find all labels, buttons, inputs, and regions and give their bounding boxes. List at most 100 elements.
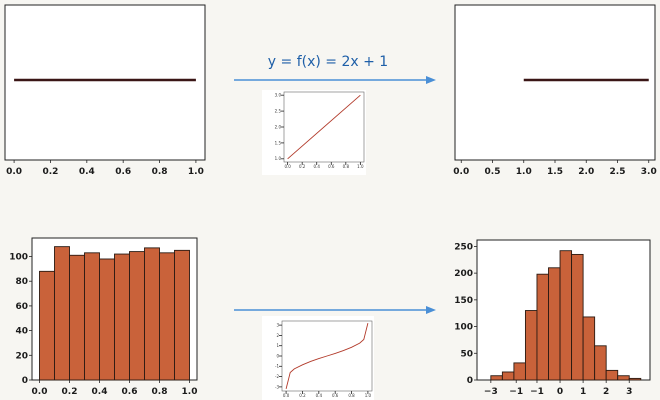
- y-tick-label: -3: [275, 384, 279, 389]
- inset-linear-marks: [287, 94, 361, 160]
- histogram-bar: [144, 247, 160, 381]
- y-tick-label: 80: [15, 277, 28, 287]
- x-tick-label: 0.2: [299, 164, 306, 169]
- y-tick-label: 2.5: [275, 108, 282, 113]
- panel-output-line: 0.0 0.5 1.0 1.5 2.0 2.5 3.0: [453, 4, 657, 177]
- histogram-bar: [571, 253, 584, 381]
- histogram-bar: [39, 270, 55, 381]
- histogram-bar: [582, 316, 596, 381]
- panel-input-line: 0.0 0.2 0.4 0.6 0.8 1.0: [4, 4, 206, 177]
- formula-label: y = f(x) = 2x + 1: [268, 54, 388, 70]
- x-tick-label: 0.2: [299, 393, 306, 398]
- histogram-bar: [594, 345, 607, 381]
- x-tick-label: 2.0: [578, 167, 594, 177]
- histogram-bar: [513, 362, 526, 381]
- histogram-bar: [129, 251, 145, 381]
- y-tick-label: 0: [467, 376, 473, 386]
- x-tick-label: 0.6: [122, 387, 138, 397]
- histogram-bar: [559, 250, 573, 381]
- histogram-bar: [99, 258, 115, 381]
- y-tick-label: -2: [275, 374, 279, 379]
- series-line: [287, 94, 361, 160]
- panel-normal-histogram: −3 −1 −1 0 1 2 3 0 50 100 150 200 250: [454, 239, 651, 397]
- x-tick-label: 3: [626, 387, 632, 397]
- histogram-bar: [605, 369, 619, 381]
- histogram-bar: [490, 375, 503, 381]
- y-tick-label: 100: [9, 253, 28, 263]
- y-tick-label: 50: [460, 349, 473, 359]
- x-tick-label: 0.8: [348, 393, 355, 398]
- panel-frame: [454, 4, 656, 161]
- transform-arrow-bottom: [234, 306, 436, 314]
- y-tick-label: 1: [276, 343, 279, 348]
- y-tick-label: -1: [275, 364, 279, 369]
- x-tick-label: 1.5: [547, 167, 563, 177]
- histogram-bar: [54, 246, 70, 381]
- x-tick-label: −1: [509, 387, 523, 397]
- x-tick-label: 0.4: [314, 164, 321, 169]
- y-tick-label: 100: [454, 323, 473, 333]
- x-tick-label: 0.2: [42, 167, 58, 177]
- x-tick-label: 0.8: [152, 387, 168, 397]
- x-tick-label: 0.0: [283, 393, 290, 398]
- x-tick-label: 2.5: [610, 167, 626, 177]
- x-tick-label: 1.0: [365, 393, 372, 398]
- histogram-bar: [501, 371, 515, 381]
- y-tick-label: 3.0: [275, 93, 282, 98]
- histogram-bar: [69, 254, 85, 381]
- y-tick-label: 0: [22, 376, 28, 386]
- y-tick-label: 40: [15, 327, 28, 337]
- arrow-head-icon: [426, 306, 436, 314]
- input-line-xticks: 0.0 0.2 0.4 0.6 0.8 1.0: [6, 160, 204, 177]
- x-tick-label: 0.0: [453, 167, 469, 177]
- histogram-bar: [548, 267, 561, 381]
- x-tick-label: −3: [484, 387, 498, 397]
- series-line: [285, 322, 369, 390]
- histogram-bar: [159, 252, 175, 381]
- y-tick-label: 1.5: [275, 140, 282, 145]
- panel-frame: [4, 4, 206, 161]
- inset-linear-ticks: 0.0 0.2 0.4 0.6 0.8 1.0 1.0 1.5 2.0 2.5 3.0: [275, 93, 364, 169]
- inset-curve-marks: [285, 322, 369, 390]
- transform-arrow-top: y = f(x) = 2x + 1: [234, 54, 436, 84]
- uniform-histogram-bars: [39, 246, 190, 381]
- y-tick-label: 20: [15, 351, 28, 361]
- x-tick-label: 0.8: [343, 164, 350, 169]
- arrow-head-icon: [426, 76, 436, 84]
- inset-background: [262, 316, 374, 400]
- x-tick-label: 0.6: [328, 164, 335, 169]
- inset-linear-map: 0.0 0.2 0.4 0.6 0.8 1.0 1.0 1.5 2.0 2.5 3.0: [262, 90, 366, 175]
- y-tick-label: 0: [276, 353, 279, 358]
- histogram-bar: [84, 252, 100, 381]
- x-tick-label: 0.8: [152, 167, 168, 177]
- histogram-bar: [617, 375, 630, 381]
- y-tick-label: 3: [276, 323, 279, 328]
- x-tick-label: 0.6: [332, 393, 339, 398]
- x-tick-label: 0.0: [32, 387, 48, 397]
- x-tick-label: 0.0: [284, 164, 291, 169]
- histogram-bar: [536, 273, 549, 381]
- y-tick-label: 150: [454, 296, 473, 306]
- y-tick-label: 250: [454, 242, 473, 252]
- histogram-bar: [174, 249, 190, 381]
- x-tick-label: 0.2: [62, 387, 78, 397]
- histogram-bar: [628, 377, 642, 381]
- x-tick-label: 1.0: [182, 387, 198, 397]
- inset-background: [262, 90, 366, 175]
- y-tick-label: 2: [276, 333, 279, 338]
- panel-uniform-histogram: 0.0 0.2 0.4 0.6 0.8 1.0 0 20 40 60 80 100: [9, 237, 198, 397]
- x-tick-label: 1.0: [357, 164, 364, 169]
- uniform-histogram-ticks: 0.0 0.2 0.4 0.6 0.8 1.0 0 20 40 60 80 100: [9, 253, 197, 397]
- x-tick-label: 2: [603, 387, 609, 397]
- x-tick-label: 3.0: [641, 167, 657, 177]
- x-tick-label: 0.4: [316, 393, 323, 398]
- inset-curve-ticks: 0.0 0.2 0.4 0.6 0.8 1.0 -3 -2 -1 0 1 2 3: [275, 323, 372, 398]
- x-tick-label: 0.5: [485, 167, 501, 177]
- y-tick-label: 2.0: [275, 124, 282, 129]
- x-tick-label: 0: [557, 387, 563, 397]
- x-tick-label: 0.0: [6, 167, 22, 177]
- normal-histogram-ticks: −3 −1 −1 0 1 2 3 0 50 100 150 200 250: [454, 242, 632, 397]
- x-tick-label: 1: [580, 387, 586, 397]
- x-tick-label: −1: [530, 387, 544, 397]
